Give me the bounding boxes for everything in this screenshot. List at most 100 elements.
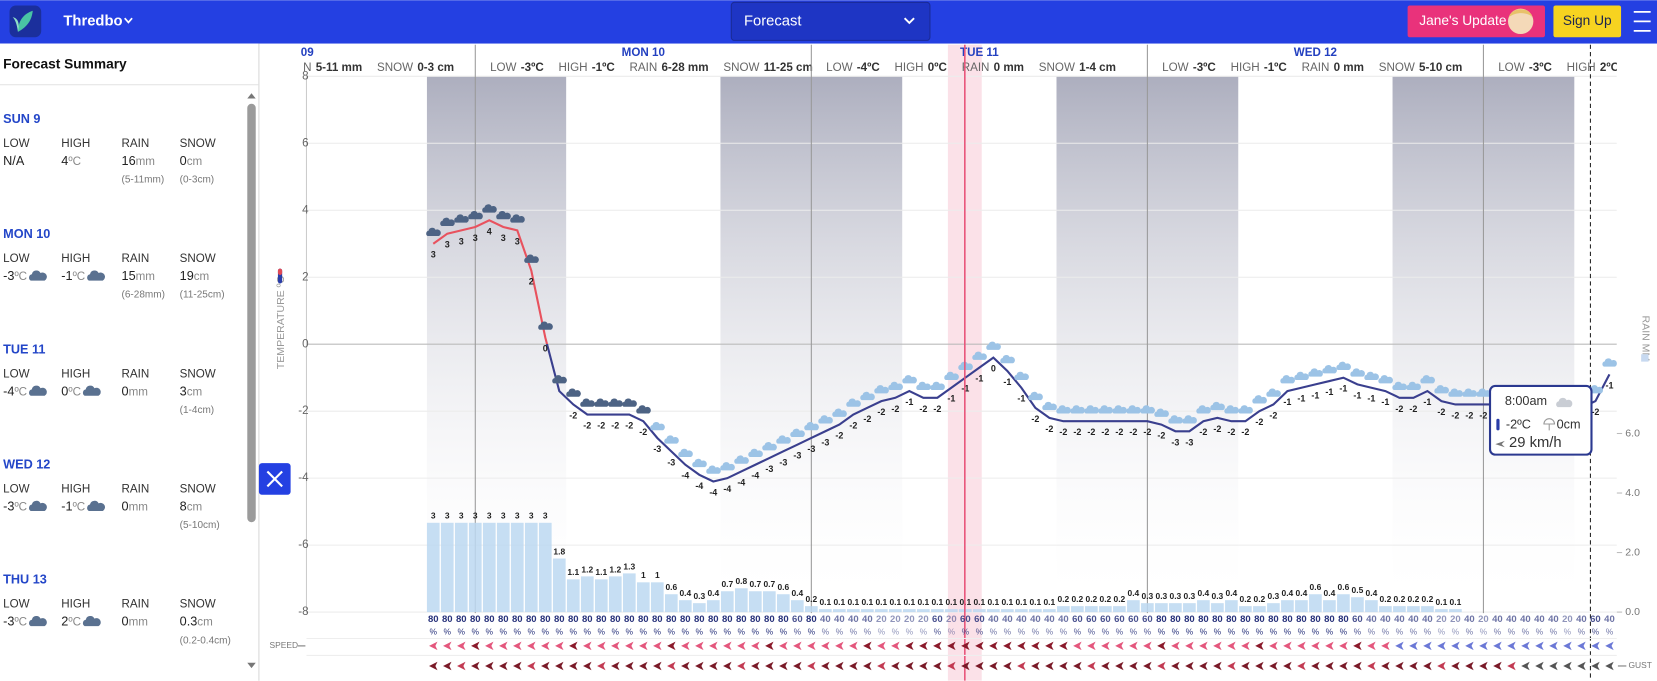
value-unit: ºC [14, 616, 27, 629]
temperature-label: -2 [933, 404, 941, 414]
field-value: 0.3cm [180, 615, 213, 629]
chance-unit: % [1312, 626, 1320, 636]
chance-unit: % [1368, 626, 1376, 636]
promo-button[interactable]: Jane's Update [1407, 5, 1545, 38]
rain-bar [1323, 600, 1336, 613]
logo[interactable] [9, 5, 42, 38]
weather-icon [1182, 415, 1197, 424]
rain-bar [1225, 600, 1238, 613]
wind-speed-arrow [1045, 641, 1054, 651]
rain-label: 0.6 [777, 582, 789, 592]
menu-button[interactable] [1633, 11, 1651, 32]
site-name[interactable]: Thredbo [63, 13, 122, 29]
rain-bar [720, 591, 734, 613]
wind-gust-arrow [1577, 661, 1586, 671]
signup-label: Sign Up [1563, 13, 1612, 28]
chance-value: 40 [1016, 614, 1027, 625]
scrollbar-thumb[interactable] [247, 103, 256, 523]
wind-speed-arrow [723, 641, 732, 651]
weather-icon [678, 448, 693, 458]
weather-icon [1056, 405, 1071, 414]
chance-unit: % [696, 626, 704, 636]
value-number: 3 [180, 385, 187, 399]
value-number: -3 [3, 500, 14, 514]
weather-icon [496, 210, 511, 220]
day-summary-label: SNOW [1039, 61, 1075, 74]
chance-value: 60 [974, 614, 985, 625]
weather-icon [1140, 405, 1155, 414]
wind-gust-arrow [499, 661, 508, 671]
temperature-label: -1 [1017, 394, 1025, 404]
rain-bar [454, 522, 468, 613]
value-number: -1 [61, 269, 72, 283]
chance-value: 80 [1156, 614, 1167, 625]
day-name: WED 12 [1294, 46, 1337, 59]
chance-value: 80 [694, 614, 705, 625]
field-label: SNOW [180, 483, 216, 496]
chance-unit: % [990, 626, 998, 636]
wind-speed-arrow [597, 641, 606, 651]
field-label: SNOW [180, 598, 216, 611]
rain-bar [776, 594, 790, 613]
scroll-arrow-down[interactable] [247, 662, 256, 669]
rain-bar [1449, 609, 1462, 613]
wind-gust-arrow [1101, 661, 1110, 671]
day-summary-label: LOW [490, 61, 516, 74]
rain-label: 0.2 [1394, 594, 1406, 604]
chance-value: 80 [624, 614, 635, 625]
signup-button[interactable]: Sign Up [1553, 5, 1622, 38]
wind-speed-arrow [737, 641, 746, 651]
rain-label: 0.2 [1086, 594, 1098, 604]
chance-value: 40 [820, 614, 831, 625]
y-tick-label: 0 [302, 337, 308, 350]
day-summary-value: 0 mm [994, 61, 1024, 74]
value-unit: cm [187, 155, 202, 168]
temperature-label: -4 [681, 471, 689, 481]
wind-gust-arrow [1241, 661, 1250, 671]
field-value: 8cm [180, 500, 203, 514]
rain-label: 1 [641, 570, 646, 580]
wind-gust-arrow [1059, 661, 1068, 671]
wind-gust-arrow [1437, 661, 1446, 671]
temperature-label: 3 [431, 250, 436, 260]
chance-value: 80 [1268, 614, 1279, 625]
chance-value: 80 [1226, 614, 1237, 625]
wind-speed-arrow [1409, 641, 1418, 651]
field-range: (0.2-0.4cm) [180, 635, 231, 646]
wind-speed-arrow [1423, 641, 1432, 651]
wind-gust-arrow [1297, 661, 1306, 671]
chance-unit: % [1466, 626, 1474, 636]
rain-bar [1407, 606, 1420, 613]
rain-label: 0.4 [1198, 588, 1210, 598]
rain-bar [440, 522, 454, 613]
chance-value: 60 [960, 614, 971, 625]
weather-icon [1098, 405, 1113, 414]
view-dropdown[interactable]: Forecast [730, 1, 931, 41]
rain-bar [1379, 606, 1392, 613]
rain-label: 0.1 [819, 597, 831, 607]
tooltip-temp: -2ºC [1506, 417, 1531, 431]
chance-value: 80 [610, 614, 621, 625]
chance-value: 80 [778, 614, 789, 625]
temperature-label: -2 [639, 427, 647, 437]
weather-icon [608, 398, 623, 407]
field-label: HIGH [61, 367, 90, 380]
scroll-arrow-up[interactable] [247, 93, 256, 99]
wind-gust-arrow [1087, 661, 1096, 671]
rain-label: 0.2 [1114, 594, 1126, 604]
rain-label: 0.1 [1436, 597, 1448, 607]
rain-label: 3 [459, 511, 464, 521]
logo-leaf [17, 10, 33, 32]
weather-icon [1322, 365, 1337, 374]
field-range: (6-28mm) [122, 290, 165, 301]
day-name: TUE 11 [960, 46, 999, 59]
rain-bar [524, 522, 538, 613]
weather-icon [1420, 375, 1435, 384]
day-heading: TUE 11 [3, 342, 45, 356]
close-button[interactable] [258, 463, 291, 495]
rain-label: 0.2 [1254, 594, 1266, 604]
day-summary-value: 0-3 cm [417, 61, 454, 74]
wind-speed-arrow [1185, 641, 1194, 651]
rain-label: 0.5 [1352, 585, 1364, 595]
temperature-label: -2 [1451, 410, 1459, 420]
